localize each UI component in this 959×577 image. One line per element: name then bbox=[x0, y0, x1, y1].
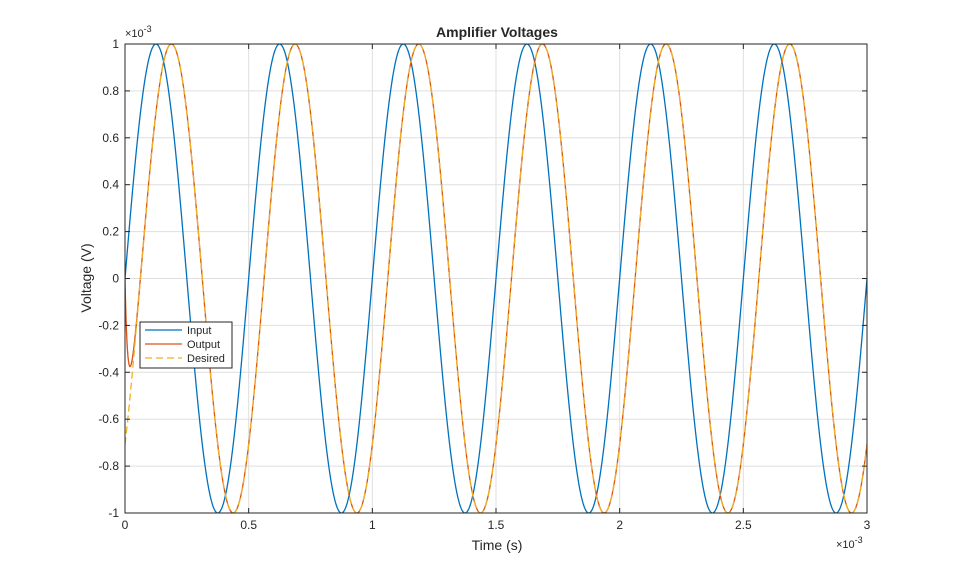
y-tick-label: 0.8 bbox=[102, 84, 119, 98]
x-tick-label: 1.5 bbox=[488, 518, 505, 532]
y-tick-label: 0 bbox=[112, 272, 119, 286]
svg-text:×10-3: ×10-3 bbox=[836, 535, 863, 551]
y-tick-label: 0.4 bbox=[102, 178, 119, 192]
legend-box bbox=[139, 321, 233, 369]
x-tick-label: 2 bbox=[616, 518, 623, 532]
legend: Input Output Desired bbox=[139, 321, 233, 369]
y-axis-label: Voltage (V) bbox=[78, 243, 94, 312]
x-tick-label: 0.5 bbox=[240, 518, 257, 532]
chart-title: Amplifier Voltages bbox=[436, 24, 558, 40]
y-axis-exponent: ×10-3 bbox=[125, 24, 152, 40]
y-tick-label: -0.2 bbox=[98, 318, 119, 332]
x-exponent-base: ×10 bbox=[836, 539, 855, 551]
svg-text:×10-3: ×10-3 bbox=[125, 24, 152, 40]
series-line-input bbox=[125, 44, 867, 513]
y-exponent-power: -3 bbox=[144, 24, 152, 34]
x-axis-label: Time (s) bbox=[472, 537, 523, 553]
series-line-desired bbox=[125, 44, 867, 513]
legend-label-desired: Desired bbox=[187, 353, 225, 365]
y-tick-labels: -1 -0.8 -0.6 -0.4 -0.2 0 0.2 0.4 0.6 0.8 1 bbox=[98, 37, 119, 520]
y-tick-label: -0.6 bbox=[98, 412, 119, 426]
legend-label-input: Input bbox=[187, 325, 211, 337]
x-tick-labels: 0 0.5 1 1.5 2 2.5 3 bbox=[122, 518, 871, 532]
y-tick-label: 1 bbox=[112, 37, 119, 51]
y-tick-label: -0.4 bbox=[98, 365, 119, 379]
y-tick-label: -0.8 bbox=[98, 459, 119, 473]
x-axis-exponent: ×10-3 bbox=[836, 535, 863, 551]
x-exponent-power: -3 bbox=[855, 535, 863, 545]
y-exponent-base: ×10 bbox=[125, 28, 144, 40]
x-tick-label: 2.5 bbox=[735, 518, 752, 532]
y-tick-label: -1 bbox=[108, 506, 119, 520]
x-tick-label: 1 bbox=[369, 518, 376, 532]
tick-marks bbox=[124, 43, 868, 514]
x-tick-label: 0 bbox=[122, 518, 129, 532]
plot-area: 0 0.5 1 1.5 2 2.5 3 -1 -0.8 -0.6 -0.4 -0.2 0 0.2 0.4 0… bbox=[98, 37, 870, 532]
series-lines bbox=[125, 44, 867, 513]
x-tick-label: 3 bbox=[864, 518, 871, 532]
legend-label-output: Output bbox=[187, 339, 220, 351]
y-tick-label: 0.6 bbox=[102, 131, 119, 145]
y-tick-label: 0.2 bbox=[102, 225, 119, 239]
